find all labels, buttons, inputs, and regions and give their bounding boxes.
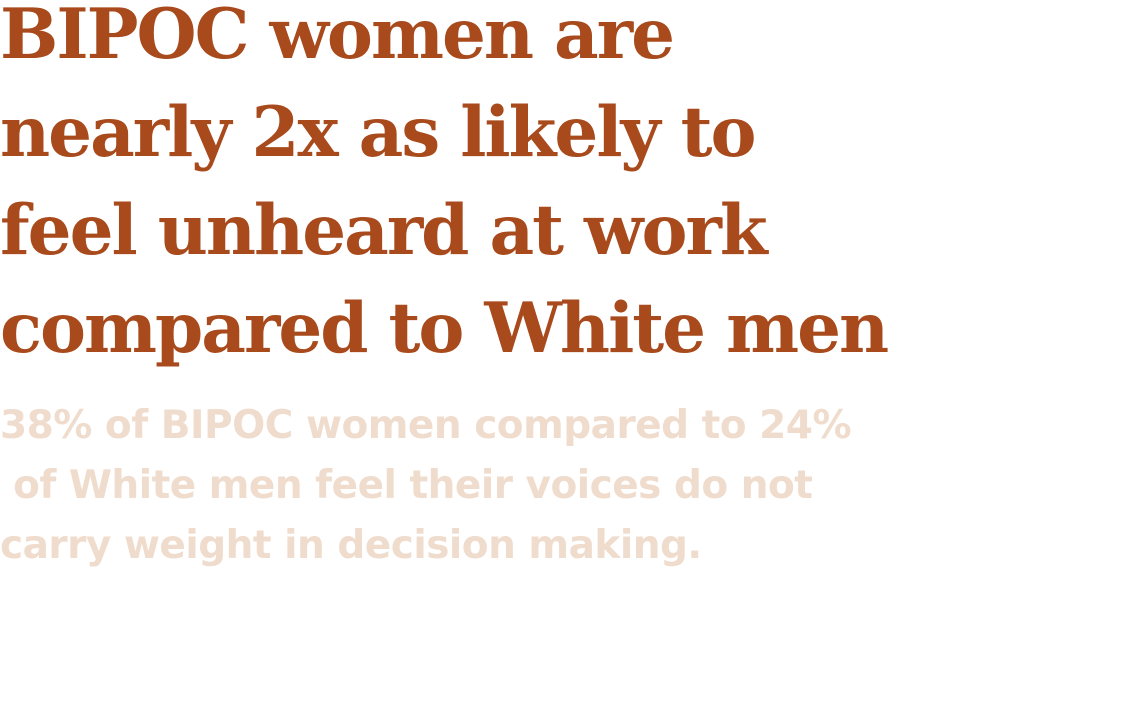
headline-line: feel unheard at work: [0, 190, 768, 271]
stat-description-line: carry weight in decision making.: [0, 523, 702, 568]
stat-description-line: 38% of BIPOC women compared to 24%: [0, 403, 852, 448]
headline-line: BIPOC women are: [0, 0, 675, 75]
headline-line: compared to White men: [0, 288, 889, 369]
headline-line: nearly 2x as likely to: [0, 92, 757, 173]
stat-description-line: of White men feel their voices do not: [0, 463, 813, 508]
headline: BIPOC women are nearly 2x as likely to f…: [0, 0, 889, 378]
stat-description: 38% of BIPOC women compared to 24% of Wh…: [0, 396, 852, 576]
